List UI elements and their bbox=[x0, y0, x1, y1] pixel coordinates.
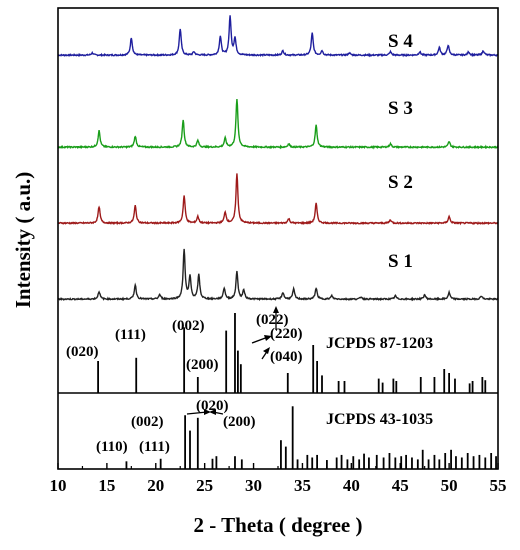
series-layer bbox=[57, 15, 499, 302]
x-tick-label: 55 bbox=[490, 476, 507, 495]
hkl-label: (022) bbox=[256, 312, 289, 328]
series-line-s2 bbox=[57, 173, 499, 226]
arrowhead-220 bbox=[264, 335, 272, 341]
series-line-s3 bbox=[57, 98, 499, 150]
x-tick-label: 45 bbox=[392, 476, 409, 495]
series-label-s2: S 2 bbox=[388, 172, 413, 193]
x-tick-label: 35 bbox=[294, 476, 311, 495]
x-tick-label: 10 bbox=[50, 476, 67, 495]
x-tick-label: 40 bbox=[343, 476, 360, 495]
x-tick-label: 15 bbox=[98, 476, 115, 495]
hkl-label: (002) bbox=[172, 318, 205, 334]
hkl-label: (200) bbox=[186, 357, 219, 373]
x-tick-label: 50 bbox=[441, 476, 458, 495]
hkl-label: (002) bbox=[131, 414, 164, 430]
series-label-s1: S 1 bbox=[388, 251, 413, 272]
plot-frame bbox=[57, 7, 499, 470]
hkl-label: (111) bbox=[115, 327, 146, 343]
arrowhead-200-ref2 bbox=[209, 409, 216, 415]
x-tick-label: 25 bbox=[196, 476, 213, 495]
x-axis-title: 2 - Theta ( degree ) bbox=[194, 513, 363, 537]
hkl-label: (200) bbox=[223, 414, 256, 430]
series-line-s4 bbox=[57, 15, 499, 58]
reference-sticks-87-1203 bbox=[97, 313, 487, 393]
series-line-s1 bbox=[57, 248, 499, 302]
hkl-label: (020) bbox=[196, 398, 229, 414]
x-axis: 10 15 20 25 30 35 40 45 50 55 bbox=[50, 463, 507, 495]
x-tick-label: 20 bbox=[147, 476, 164, 495]
y-axis-title: Intensity ( a.u.) bbox=[11, 172, 35, 309]
hkl-arrowheads bbox=[204, 306, 279, 415]
x-tick-label: 30 bbox=[245, 476, 262, 495]
reference-label-87-1203: JCPDS 87-1203 bbox=[326, 335, 433, 352]
series-label-s4: S 4 bbox=[388, 31, 413, 52]
hkl-label: (020) bbox=[66, 344, 99, 360]
hkl-label: (040) bbox=[270, 349, 303, 365]
arrowhead-040 bbox=[263, 347, 270, 354]
hkl-label: (220) bbox=[270, 326, 303, 342]
hkl-label: (110) bbox=[96, 439, 128, 455]
arrow-002-ref2 bbox=[186, 411, 208, 415]
series-label-s3: S 3 bbox=[388, 98, 413, 119]
hkl-label: (111) bbox=[139, 439, 170, 455]
reference-label-43-1035: JCPDS 43-1035 bbox=[326, 411, 433, 428]
reference-sticks-43-1035 bbox=[125, 406, 497, 469]
arrowhead-002-ref2 bbox=[204, 409, 211, 415]
arrowhead-022 bbox=[273, 306, 279, 313]
